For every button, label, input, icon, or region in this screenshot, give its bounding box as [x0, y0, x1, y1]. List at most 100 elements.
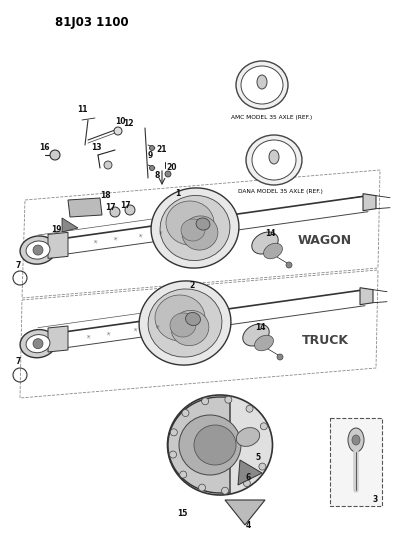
Text: 20: 20 — [167, 163, 177, 172]
Circle shape — [33, 338, 43, 349]
Ellipse shape — [186, 312, 200, 326]
Polygon shape — [363, 193, 376, 211]
Circle shape — [149, 146, 154, 150]
Text: ×: × — [112, 237, 118, 242]
Ellipse shape — [243, 324, 269, 346]
Text: ×: × — [85, 334, 90, 340]
Polygon shape — [48, 232, 68, 259]
Ellipse shape — [155, 295, 205, 341]
Circle shape — [222, 487, 229, 494]
Text: 7: 7 — [15, 358, 21, 367]
Ellipse shape — [263, 243, 282, 259]
Polygon shape — [238, 460, 262, 485]
Text: 7: 7 — [15, 261, 21, 270]
Ellipse shape — [196, 218, 210, 230]
Text: ×: × — [92, 239, 98, 245]
Text: ×: × — [157, 230, 163, 236]
Circle shape — [110, 207, 120, 217]
Text: 6: 6 — [245, 473, 250, 482]
Text: 14: 14 — [255, 324, 265, 333]
Ellipse shape — [182, 216, 218, 250]
Text: 2: 2 — [189, 280, 195, 289]
Circle shape — [202, 398, 209, 405]
Ellipse shape — [241, 66, 283, 104]
Ellipse shape — [252, 232, 278, 254]
Circle shape — [50, 150, 60, 160]
Text: 16: 16 — [39, 143, 49, 152]
Text: 81J03 1100: 81J03 1100 — [55, 16, 129, 29]
Text: ×: × — [154, 324, 160, 330]
Polygon shape — [225, 500, 265, 525]
Bar — [330, 418, 382, 506]
Circle shape — [260, 423, 267, 430]
Text: 12: 12 — [123, 119, 133, 128]
Text: 5: 5 — [256, 454, 261, 463]
Ellipse shape — [236, 427, 260, 447]
Ellipse shape — [20, 236, 56, 264]
Circle shape — [182, 409, 189, 417]
Text: 1: 1 — [175, 189, 181, 198]
Polygon shape — [360, 288, 373, 305]
Ellipse shape — [26, 335, 50, 353]
Circle shape — [286, 262, 292, 268]
Text: DANA MODEL 35 AXLE (REF.): DANA MODEL 35 AXLE (REF.) — [237, 190, 322, 195]
Text: 11: 11 — [77, 106, 87, 115]
Ellipse shape — [167, 395, 273, 495]
Text: ×: × — [132, 327, 137, 333]
Circle shape — [243, 480, 250, 487]
Ellipse shape — [26, 241, 50, 259]
Ellipse shape — [252, 140, 296, 180]
Circle shape — [169, 451, 177, 458]
Circle shape — [277, 354, 283, 360]
Circle shape — [246, 405, 253, 412]
Ellipse shape — [236, 61, 288, 109]
Text: 4: 4 — [245, 521, 250, 529]
Ellipse shape — [269, 150, 279, 164]
Ellipse shape — [160, 196, 230, 261]
Circle shape — [125, 205, 135, 215]
Text: ×: × — [137, 233, 143, 239]
Polygon shape — [168, 397, 230, 493]
Circle shape — [165, 171, 171, 177]
Circle shape — [180, 471, 187, 478]
Text: 9: 9 — [147, 150, 152, 159]
Ellipse shape — [170, 313, 196, 337]
Text: 10: 10 — [115, 117, 125, 126]
Ellipse shape — [194, 425, 236, 465]
Text: 13: 13 — [91, 143, 101, 152]
Circle shape — [149, 166, 154, 171]
Ellipse shape — [255, 335, 273, 351]
Polygon shape — [48, 326, 68, 352]
Text: 21: 21 — [157, 146, 167, 155]
Ellipse shape — [257, 75, 267, 89]
Ellipse shape — [181, 219, 205, 241]
Circle shape — [259, 463, 266, 470]
Circle shape — [199, 484, 205, 491]
Circle shape — [114, 127, 122, 135]
Text: 8: 8 — [154, 171, 160, 180]
Text: 15: 15 — [177, 508, 187, 518]
Text: ×: × — [105, 331, 111, 337]
Circle shape — [104, 161, 112, 169]
Circle shape — [33, 245, 43, 255]
Ellipse shape — [246, 135, 302, 185]
Ellipse shape — [151, 188, 239, 268]
Ellipse shape — [352, 435, 360, 445]
Text: 14: 14 — [265, 229, 275, 238]
Ellipse shape — [348, 428, 364, 452]
Circle shape — [225, 396, 232, 403]
Ellipse shape — [20, 329, 56, 358]
Circle shape — [170, 429, 177, 436]
Text: 17: 17 — [105, 204, 115, 213]
Polygon shape — [68, 198, 102, 217]
Ellipse shape — [179, 415, 241, 475]
Text: 17: 17 — [120, 200, 130, 209]
Text: 19: 19 — [51, 225, 61, 235]
Ellipse shape — [166, 201, 214, 245]
Text: 3: 3 — [372, 496, 378, 505]
Text: WAGON: WAGON — [298, 233, 352, 246]
Text: 18: 18 — [100, 191, 110, 200]
Polygon shape — [62, 218, 78, 232]
Text: AMC MODEL 35 AXLE (REF.): AMC MODEL 35 AXLE (REF.) — [231, 116, 312, 120]
Ellipse shape — [171, 310, 209, 345]
